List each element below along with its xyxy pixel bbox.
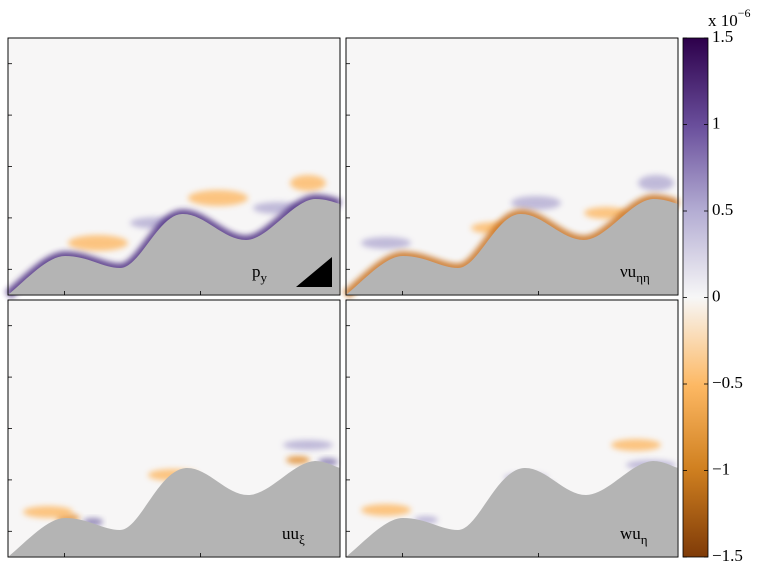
field-blob [361,504,411,516]
colorbar-tick-label: −1 [712,459,730,478]
colorbar-tick-label: 0.5 [712,200,733,219]
panel: py [8,37,340,295]
field-blob [511,196,561,210]
exponent-prefix: x 10 [708,11,738,30]
colorbar [682,37,709,558]
label-main: wu [620,524,641,543]
field-blob [68,235,128,251]
panel-label: νuηη [620,262,650,285]
slope-icon [296,257,332,287]
field-blob [361,237,411,249]
field-blob [286,456,310,464]
colorbar-exponent: x 10−6 [708,6,751,30]
colorbar-tick-label: −0.5 [712,373,743,392]
field-blob [188,190,248,206]
panels: py νuηη uuξ wuη [7,37,679,558]
label-main: uu [282,524,300,543]
colorbar-tick-label: −1.5 [712,546,743,565]
label-subscript: η [641,532,648,547]
label-subscript: ηη [636,270,650,285]
panel-label: py [252,262,268,285]
panel-label: uuξ [282,524,305,547]
panel: wuη [345,299,679,558]
field-blob [611,439,661,451]
panel: νuηη [346,37,678,295]
colorbar-tick-label: 1 [712,113,721,132]
field-blob [283,440,333,450]
panel: uuξ [7,299,341,558]
field-blob [290,175,326,191]
label-subscript: y [261,270,268,285]
colorbar-tick-label: 0 [712,286,721,305]
field-blob [638,175,674,191]
colorbar-tick-label: 1.5 [712,27,733,46]
exponent: −6 [738,6,751,20]
label-main: p [252,262,261,281]
field-blob [23,506,73,518]
label-subscript: ξ [299,532,305,547]
label-main: νu [620,262,637,281]
panel-label: wuη [620,524,648,547]
